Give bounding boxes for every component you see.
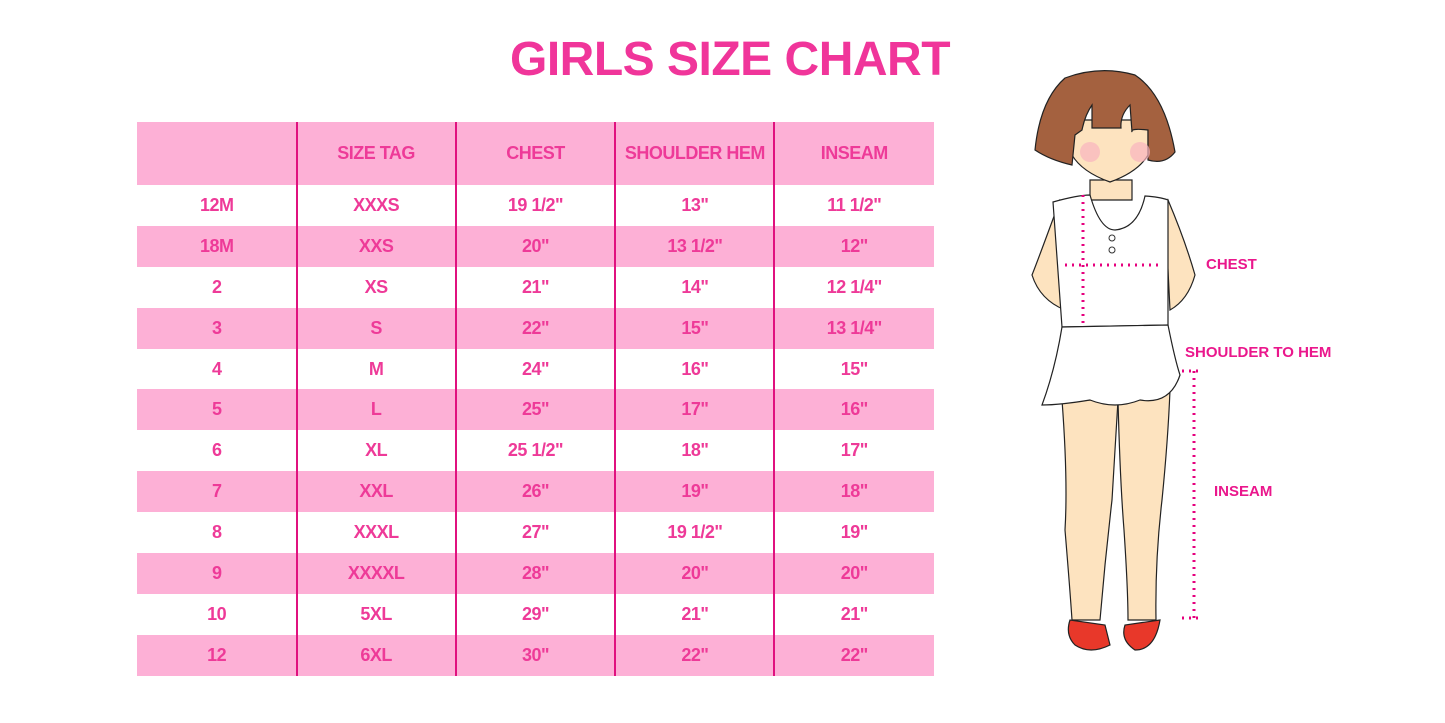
table-cell: 10 xyxy=(207,603,227,624)
table-cell: 3 xyxy=(211,317,222,338)
table-cell: 16" xyxy=(840,399,869,420)
table-cell: 14" xyxy=(681,276,709,297)
table-cell: 30" xyxy=(521,644,550,665)
table-cell: 21" xyxy=(840,603,869,624)
table-cell: XS xyxy=(364,276,389,297)
column-header: SHOULDER HEM xyxy=(624,143,766,163)
table-row: 4 M 24" 16" 15" xyxy=(137,349,934,390)
table-cell: 12 xyxy=(207,644,227,665)
column-header: INSEAM xyxy=(820,143,889,163)
table-cell: 17" xyxy=(840,440,869,461)
table-cell: 26" xyxy=(521,481,550,502)
table-row: 18M XXS 20" 13 1/2" 12" xyxy=(137,225,934,267)
table-cell: 28" xyxy=(521,562,550,583)
girl-measurement-illustration: CHEST SHOULDER TO HEM INSEAM xyxy=(1020,60,1380,680)
table-row: 2 XS 21" 14" 12 1/4" xyxy=(137,267,934,308)
girl-figure-icon xyxy=(1031,70,1200,651)
table-row: 7 XXL 26" 19" 18" xyxy=(137,471,934,513)
table-cell: 8 xyxy=(211,522,222,543)
table-cell: 9 xyxy=(211,562,222,583)
table-cell: 27" xyxy=(521,522,550,543)
table-row: 6 XL 25 1/2" 18" 17" xyxy=(137,430,934,471)
inseam-label: INSEAM xyxy=(1214,483,1273,500)
table-cell: 24" xyxy=(521,358,550,379)
table-row: 12 6XL 30" 22" 22" xyxy=(137,634,934,676)
table-cell: 13 1/4" xyxy=(826,317,883,338)
shoulder-to-hem-label: SHOULDER TO HEM xyxy=(1185,344,1332,361)
table-cell: 19 1/2" xyxy=(507,194,564,215)
table-cell: 6 xyxy=(211,440,222,461)
table-cell: 5 xyxy=(211,399,222,420)
table-row: 10 5XL 29" 21" 21" xyxy=(137,594,934,635)
table-row: 5 L 25" 17" 16" xyxy=(137,389,934,431)
table-cell: XXL xyxy=(359,481,393,502)
table-cell: 18" xyxy=(840,481,869,502)
table-row: 8 XXXL 27" 19 1/2" 19" xyxy=(137,512,934,553)
table-cell: XL xyxy=(365,440,388,461)
table-cell: 13" xyxy=(681,194,709,215)
column-header: SIZE TAG xyxy=(337,143,415,163)
table-cell: 19 1/2" xyxy=(667,522,723,543)
table-header-row: SIZE TAG CHEST SHOULDER HEM INSEAM xyxy=(137,122,934,185)
table-cell: 12 1/4" xyxy=(826,276,883,297)
column-header: CHEST xyxy=(506,143,565,163)
table-cell: 21" xyxy=(681,603,709,624)
table-cell: 25 1/2" xyxy=(507,440,564,461)
page-title: GIRLS SIZE CHART xyxy=(510,33,951,86)
table-cell: L xyxy=(370,399,382,420)
table-row: 12M XXXS 19 1/2" 13" 11 1/2" xyxy=(137,185,934,226)
table-cell: M xyxy=(368,358,384,379)
size-chart-table: SIZE TAG CHEST SHOULDER HEM INSEAM 12M XXXS 19… xyxy=(137,122,934,676)
table-cell: 19" xyxy=(681,481,709,502)
column-divider xyxy=(614,122,616,676)
table-cell: 4 xyxy=(211,358,222,379)
table-cell: 29" xyxy=(521,603,550,624)
table-cell: 11 1/2" xyxy=(827,194,882,215)
chest-label: CHEST xyxy=(1206,256,1257,273)
table-cell: 7 xyxy=(211,481,222,502)
table-cell: 6XL xyxy=(360,644,392,665)
table-cell: XXS xyxy=(358,235,394,256)
table-row: 9 XXXXL 28" 20" 20" xyxy=(137,553,934,594)
table-cell: 22" xyxy=(840,644,869,665)
column-divider xyxy=(296,122,298,676)
table-cell: XXXXL xyxy=(347,562,405,583)
table-cell: 20" xyxy=(681,562,709,583)
table-cell: 22" xyxy=(681,644,709,665)
table-cell: 21" xyxy=(521,276,550,297)
table-cell: XXXS xyxy=(353,194,400,215)
table-cell: 15" xyxy=(681,317,709,338)
table-cell: 18" xyxy=(681,440,709,461)
table-cell: S xyxy=(370,317,382,338)
table-cell: 5XL xyxy=(360,603,392,624)
table-cell: 18M xyxy=(199,235,234,256)
table-cell: 20" xyxy=(840,562,869,583)
column-divider xyxy=(773,122,775,676)
table-cell: 12" xyxy=(840,235,869,256)
table-cell: 25" xyxy=(521,399,550,420)
table-cell: 15" xyxy=(840,358,869,379)
table-cell: 22" xyxy=(521,317,550,338)
table-row: 3 S 22" 15" 13 1/4" xyxy=(137,307,934,349)
table-cell: 20" xyxy=(521,235,550,256)
table-cell: 12M xyxy=(199,194,234,215)
table-cell: XXXL xyxy=(353,522,400,543)
table-cell: 13 1/2" xyxy=(667,235,723,256)
table-cell: 19" xyxy=(840,522,869,543)
table-cell: 17" xyxy=(681,399,709,420)
table-cell: 2 xyxy=(211,276,222,297)
column-divider xyxy=(455,122,457,676)
table-cell: 16" xyxy=(681,358,709,379)
